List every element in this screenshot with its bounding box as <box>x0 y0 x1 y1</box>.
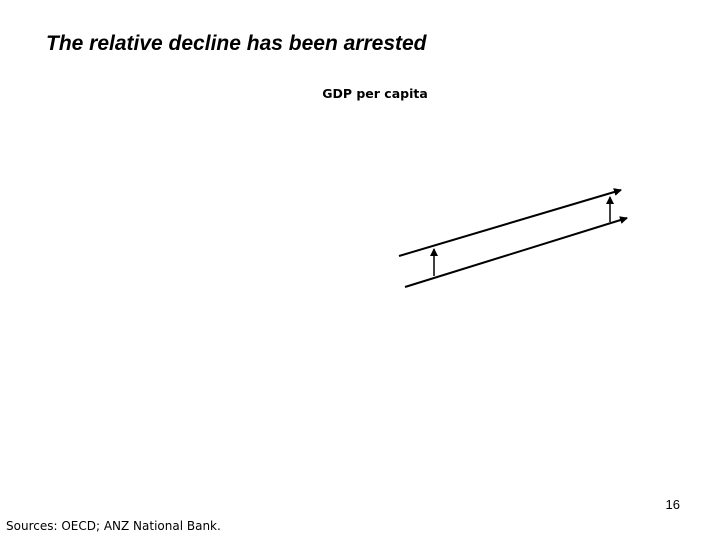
lower-trend-line <box>404 216 628 288</box>
page-number: 16 <box>665 497 680 512</box>
sources-note: Sources: OECD; ANZ National Bank. <box>6 519 221 533</box>
slide-title: The relative decline has been arrested <box>46 32 427 55</box>
upper-trend-line <box>398 188 622 257</box>
diagram-title: GDP per capita <box>322 86 428 101</box>
